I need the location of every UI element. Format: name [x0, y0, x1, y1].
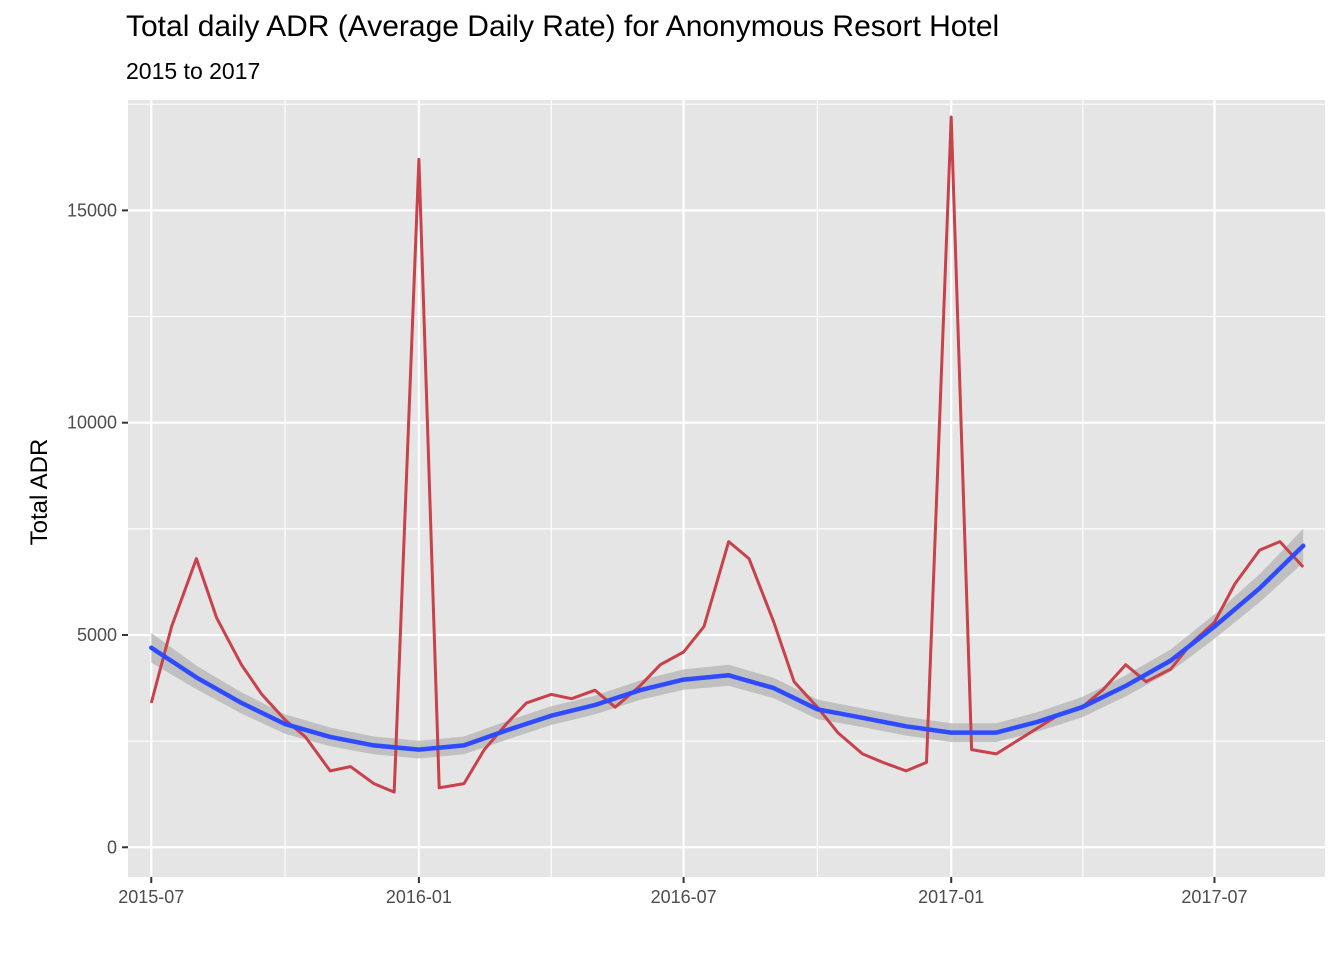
x-tick-label: 2016-07 [651, 887, 717, 907]
y-tick-label: 10000 [67, 413, 117, 433]
series-line [149, 115, 1305, 794]
x-axis: 2015-07 2016-01 2016-07 2017-01 2017-07 [118, 877, 1247, 907]
x-tick-label: 2017-01 [918, 887, 984, 907]
plot-panel [128, 100, 1325, 877]
x-tick-label: 2016-01 [386, 887, 452, 907]
grid-major [128, 100, 1325, 877]
chart-subtitle: 2015 to 2017 [126, 58, 261, 84]
x-tick-label: 2017-07 [1181, 887, 1247, 907]
smooth-trend-line [149, 543, 1306, 752]
y-tick-label: 5000 [77, 625, 117, 645]
y-tick-label: 0 [107, 837, 117, 857]
chart-title: Total daily ADR (Average Daily Rate) for… [126, 10, 1000, 43]
y-tick-label: 15000 [67, 200, 117, 220]
y-axis: 0 5000 10000 15000 [67, 200, 128, 857]
x-tick-label: 2015-07 [118, 887, 184, 907]
